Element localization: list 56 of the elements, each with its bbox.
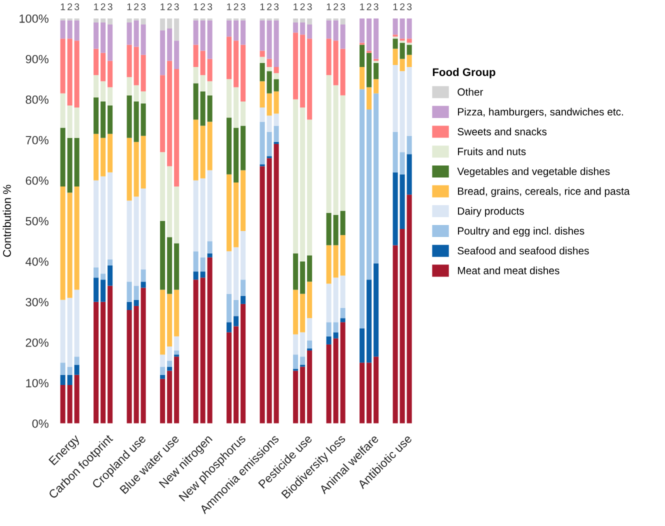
x-tick-label: 2: [200, 3, 206, 10]
y-tick-label: 50%: [26, 216, 48, 226]
y-tick-label: 0%: [32, 419, 48, 428]
y-tick-label: 90%: [26, 54, 48, 64]
x-tick-label: 2: [267, 3, 272, 10]
x-tick-label: 3: [274, 3, 279, 10]
y-tick-label: 30%: [26, 298, 48, 306]
legend-label: Seafood and seafood dishes: [458, 246, 589, 254]
x-tick-label: 2: [334, 3, 338, 10]
legend-label: Sweets and snacks: [458, 128, 547, 136]
x-tick-label: 2: [134, 3, 139, 10]
legend-title: Food Group: [432, 68, 496, 78]
y-tick-label: 60%: [26, 176, 48, 185]
y-tick-label: 40%: [26, 257, 48, 266]
x-tick-label: 1: [227, 3, 232, 10]
x-tick-label: 1: [360, 3, 364, 10]
x-tick-label: 1: [127, 3, 132, 10]
x-tick-label: 3: [207, 3, 212, 10]
y-axis-title: Contribution %: [2, 184, 11, 257]
x-tick-label: 1: [294, 3, 298, 10]
legend-label: Vegetables and vegetable dishes: [457, 167, 610, 178]
x-tick-label: 1: [94, 3, 98, 10]
x-tick-label: 2: [300, 3, 305, 10]
x-tick-label: 3: [307, 3, 312, 10]
x-tick-label: 3: [108, 3, 112, 10]
x-tick-label: 3: [406, 3, 412, 10]
x-tick-label: 2: [68, 3, 72, 10]
x-tick-label: 1: [260, 3, 265, 10]
y-tick-label: 100%: [20, 14, 48, 23]
x-tick-label: 1: [160, 3, 165, 10]
x-tick-label: 1: [393, 3, 398, 10]
legend-label: Poultry and egg incl. dishes: [458, 226, 584, 237]
x-tick-label: 1: [326, 3, 332, 10]
x-tick-label: 1: [60, 3, 66, 10]
y-tick-label: 20%: [26, 338, 48, 347]
y-tick-label: 70%: [26, 136, 48, 144]
legend-label: Dairy products: [458, 207, 524, 217]
x-tick-label: 2: [234, 3, 238, 10]
y-tick-label: 80%: [26, 95, 48, 104]
x-tick-label: 1: [194, 3, 198, 10]
x-tick-label: 3: [140, 3, 146, 10]
x-tick-label: 2: [366, 3, 372, 10]
legend-label: Bread, grains, cereals, rice and pasta: [458, 187, 630, 197]
legend-label: Meat and meat dishes: [458, 266, 560, 274]
legend-label: Fruits and nuts: [458, 148, 526, 156]
x-tick-label: 3: [374, 3, 378, 10]
x-tick-label: 3: [240, 3, 246, 10]
y-tick-label: 10%: [26, 378, 48, 388]
x-tick-label: 3: [174, 3, 179, 10]
legend-label: Other: [458, 88, 484, 96]
x-tick-label: 2: [167, 3, 172, 10]
legend-label: Pizza, hamburgers, sandwiches etc.: [458, 108, 623, 118]
x-tick-label: 3: [74, 3, 80, 10]
x-tick-label: 2: [400, 3, 405, 10]
x-tick-label: 2: [100, 3, 106, 10]
x-tick-label: 3: [340, 3, 346, 10]
